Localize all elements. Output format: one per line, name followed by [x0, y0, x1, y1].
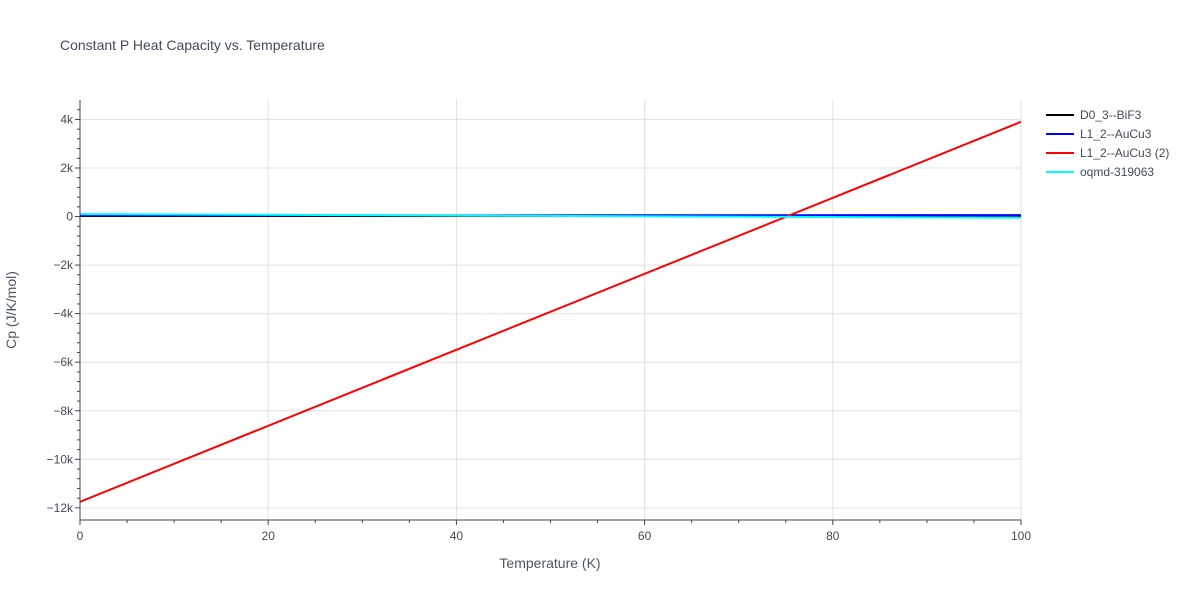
legend-label-1: L1_2--AuCu3 — [1080, 127, 1152, 141]
y-tick-label: −4k — [53, 307, 74, 321]
x-tick-label: 100 — [1011, 529, 1031, 543]
series-line-2 — [80, 120, 1021, 503]
y-tick-label: −10k — [47, 452, 74, 466]
legend-label-0: D0_3--BiF3 — [1080, 108, 1142, 122]
y-tick-label: −2k — [53, 258, 74, 272]
x-tick-label: 80 — [826, 529, 840, 543]
x-tick-label: 60 — [638, 529, 652, 543]
y-tick-label: 2k — [60, 161, 74, 175]
series-line-3 — [80, 213, 1021, 219]
axes: 0 20 40 60 80 100 4k 2k 0 −2k −4k −6k −8k −10k −12k — [47, 100, 1031, 543]
y-tick-label: −8k — [53, 404, 74, 418]
x-tick-label: 0 — [77, 529, 84, 543]
y-tick-label: −12k — [47, 501, 74, 515]
x-tick-label: 40 — [450, 529, 464, 543]
plot-area — [80, 120, 1021, 503]
legend-label-3: oqmd-319063 — [1080, 165, 1154, 179]
chart-title: Constant P Heat Capacity vs. Temperature — [60, 37, 325, 53]
y-tick-label: −6k — [53, 355, 74, 369]
y-tick-label: 0 — [66, 210, 73, 224]
y-tick-label: 4k — [60, 112, 74, 126]
x-tick-label: 20 — [262, 529, 276, 543]
y-axis-title: Cp (J/K/mol) — [3, 271, 19, 349]
legend-label-2: L1_2--AuCu3 (2) — [1080, 146, 1169, 160]
grid — [80, 100, 1022, 520]
legend: D0_3--BiF3 L1_2--AuCu3 L1_2--AuCu3 (2) oqmd… — [1046, 108, 1169, 179]
x-axis-title: Temperature (K) — [499, 555, 600, 571]
